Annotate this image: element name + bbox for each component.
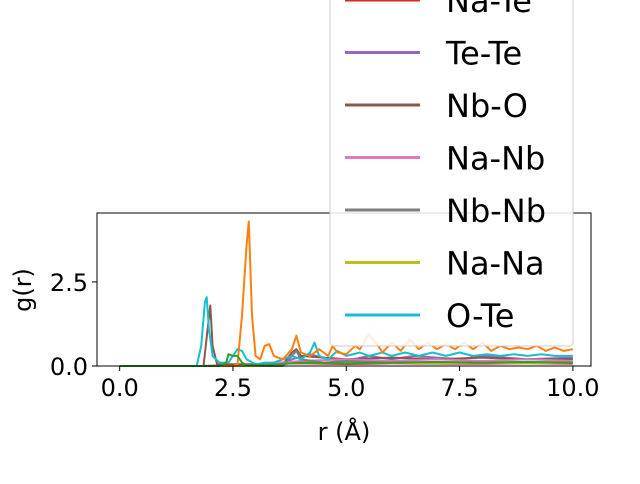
legend-frame — [329, 0, 574, 347]
series-line-unlabeled-8 — [119, 353, 573, 367]
x-tick-label: 10.0 — [546, 374, 599, 402]
y-axis: 0.0 2.5 — [50, 269, 97, 381]
legend-label-nb-o: Nb-O — [446, 87, 528, 125]
x-tick-label: 0.0 — [101, 374, 139, 402]
x-tick-label: 2.5 — [214, 374, 252, 402]
x-axis-label: r (Å) — [318, 417, 371, 446]
legend-label-te-te: Te-Te — [445, 35, 522, 73]
y-tick-label: 2.5 — [50, 269, 88, 297]
x-tick-label: 5.0 — [327, 374, 365, 402]
y-axis-label: g(r) — [9, 268, 37, 312]
legend-label-na-na: Na-Na — [446, 245, 545, 283]
series-layer — [119, 220, 574, 367]
legend-label-nb-nb: Nb-Nb — [446, 192, 546, 230]
legend-label-o-te: O-Te — [446, 297, 514, 335]
legend-label-na-nb: Na-Nb — [446, 140, 545, 178]
x-tick-label: 7.5 — [440, 374, 478, 402]
series-line-o-te — [119, 296, 573, 367]
series-line-nb-o — [119, 304, 573, 367]
x-axis: 0.0 2.5 5.0 7.5 10.0 — [101, 366, 600, 402]
legend-label-na-te: Na-Te — [446, 0, 532, 20]
y-tick-label: 0.0 — [50, 353, 88, 381]
legend: Na-Te Te-Te Nb-O Na-Nb Nb-Nb Na-Na O-Te — [329, 0, 574, 347]
